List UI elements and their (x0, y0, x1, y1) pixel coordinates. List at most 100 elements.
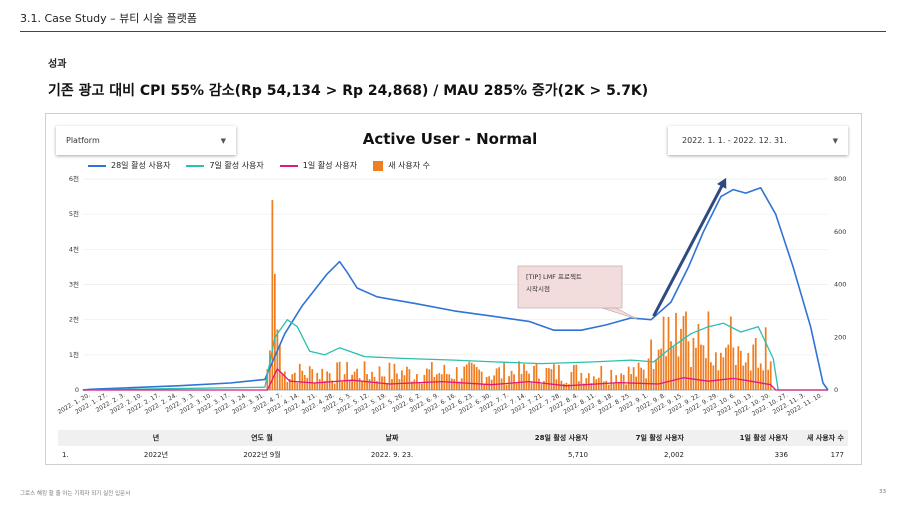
new-user-bar (523, 364, 525, 390)
new-user-bar (548, 368, 550, 390)
new-user-bar (558, 365, 560, 390)
new-user-bar (411, 381, 413, 390)
new-user-bar (665, 356, 667, 390)
new-user-bar (495, 368, 498, 390)
new-user-bar (715, 352, 717, 390)
new-user-bar (393, 363, 396, 390)
new-user-bar (513, 374, 515, 390)
new-user-bar (702, 345, 705, 390)
new-user-bar (356, 368, 358, 390)
legend-label: 새 사용자 수 (388, 161, 431, 170)
new-user-bar (346, 362, 348, 390)
new-user-bar (710, 362, 712, 390)
new-user-bar (724, 347, 727, 390)
new-user-bar (605, 380, 608, 390)
new-user-bar (587, 373, 590, 390)
new-user-bar (493, 375, 495, 390)
new-user-bar (425, 368, 428, 390)
new-user-bar (348, 380, 351, 390)
new-user-bar (625, 384, 628, 390)
new-user-bar (700, 344, 702, 390)
table-cell: 1. (62, 451, 69, 459)
new-user-bar (371, 371, 373, 390)
y-left-tick-label: 6천 (69, 174, 79, 183)
new-user-bar (764, 327, 767, 390)
new-user-bar (430, 362, 433, 390)
data-table: 년 연도 월 날짜 28일 활성 사용자 7일 활성 사용자 1일 활성 사용자… (58, 430, 848, 464)
new-user-bar (525, 370, 528, 390)
new-user-bar (488, 376, 491, 390)
new-user-bar (592, 376, 595, 390)
new-user-bar (632, 367, 635, 390)
new-user-bar (408, 369, 411, 390)
new-user-bar (283, 371, 286, 390)
new-user-bar (655, 360, 657, 390)
new-user-bar (729, 316, 732, 390)
new-user-bar (298, 363, 301, 390)
legend-item-1d: 1일 활성 사용자 (279, 160, 358, 171)
new-user-bar (580, 372, 583, 390)
new-user-bar (762, 370, 765, 390)
section-label: 성과 (48, 59, 67, 70)
new-user-bar (473, 364, 476, 390)
new-user-bar (749, 370, 752, 390)
new-user-bar (418, 382, 421, 390)
y-left-tick-label: 2천 (69, 315, 79, 324)
legend-swatch (279, 164, 298, 167)
new-user-bar (734, 365, 737, 390)
new-user-bar (358, 378, 361, 390)
new-user-bar (687, 341, 690, 390)
new-user-bar (485, 377, 488, 390)
new-user-bar (291, 374, 294, 390)
new-user-bar (732, 347, 735, 390)
new-user-bar (747, 352, 750, 390)
new-user-bar (660, 348, 662, 390)
table-header: 새 사용자 수 (806, 434, 844, 442)
new-user-bar (301, 370, 304, 390)
new-user-bar (739, 350, 742, 390)
chart-panel (45, 113, 862, 465)
new-user-bar (627, 366, 630, 390)
new-user-bar (600, 365, 603, 390)
new-user-bar (266, 368, 269, 390)
y-left-tick-label: 3천 (69, 280, 79, 289)
new-user-bar (677, 356, 680, 390)
legend-item-7d: 7일 활성 사용자 (186, 160, 264, 171)
new-user-bar (650, 339, 652, 390)
new-user-bar (331, 380, 334, 390)
legend-item-28d: 28일 활성 사용자 (88, 160, 170, 171)
new-user-bar (478, 369, 481, 390)
trend-arrow (652, 182, 725, 317)
new-user-bar (617, 382, 620, 390)
new-users-bars (82, 200, 772, 390)
new-user-bar (607, 384, 610, 390)
series-line (83, 368, 828, 391)
new-user-bar (620, 373, 623, 390)
new-user-bar (518, 361, 520, 390)
y-left-tick-label: 5천 (69, 209, 79, 218)
platform-dropdown[interactable]: Platform ▼ (56, 126, 236, 155)
y-right-tick-label: 0 (834, 386, 838, 394)
new-user-bar (406, 366, 408, 390)
series-line (82, 319, 828, 391)
arrow-head-icon (716, 177, 727, 189)
date-range-dropdown[interactable]: 2022. 1. 1. - 2022. 12. 31. ▼ (668, 126, 848, 155)
new-user-bar (667, 317, 670, 390)
chevron-down-icon: ▼ (832, 137, 838, 145)
slide-header-title: 3.1. Case Study – 뷰티 시술 플랫폼 (20, 12, 197, 25)
y-right-tick-label: 600 (834, 228, 846, 236)
new-user-bar (269, 350, 271, 390)
header-divider (20, 31, 886, 32)
legend-label: 28일 활성 사용자 (111, 161, 171, 170)
new-user-bar (313, 382, 316, 390)
new-user-bar (757, 367, 760, 390)
new-user-bar (563, 383, 565, 390)
legend-label: 1일 활성 사용자 (302, 161, 358, 170)
new-user-bar (343, 374, 346, 390)
new-user-bar (401, 370, 403, 390)
table-header: 28일 활성 사용자 (534, 434, 588, 442)
chart-legend: 28일 활성 사용자 7일 활성 사용자 1일 활성 사용자 새 사용자 수 (88, 160, 430, 171)
new-user-bar (296, 382, 299, 390)
new-user-bar (465, 364, 468, 390)
new-user-bar (396, 373, 398, 390)
